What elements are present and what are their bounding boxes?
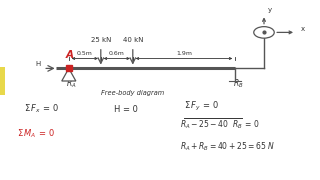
Text: H = 0: H = 0 — [114, 105, 138, 114]
Text: 25 kN: 25 kN — [91, 37, 111, 43]
Text: A: A — [66, 50, 74, 60]
Polygon shape — [62, 68, 76, 81]
Text: 0.5m: 0.5m — [77, 51, 93, 56]
Text: Free-body diagram: Free-body diagram — [101, 89, 164, 96]
Text: $R_A$: $R_A$ — [66, 77, 77, 90]
FancyBboxPatch shape — [0, 67, 5, 95]
Text: $\Sigma\,F_x\,=\,0$: $\Sigma\,F_x\,=\,0$ — [24, 103, 59, 115]
Text: 40 kN: 40 kN — [123, 37, 143, 43]
Text: y: y — [268, 7, 272, 13]
Text: 0.6m: 0.6m — [109, 51, 125, 56]
Text: $\Sigma\,M_A\,=\,0$: $\Sigma\,M_A\,=\,0$ — [17, 128, 54, 140]
Text: 1.9m: 1.9m — [176, 51, 192, 56]
Text: $R_B$: $R_B$ — [233, 77, 244, 90]
Text: $R_A - 25 - 40\ \ R_B\,=\,0$: $R_A - 25 - 40\ \ R_B\,=\,0$ — [180, 119, 260, 131]
Circle shape — [254, 27, 274, 38]
Text: H: H — [36, 61, 41, 67]
Text: x: x — [301, 26, 305, 32]
Text: $\Sigma\,F_y\,=\,0$: $\Sigma\,F_y\,=\,0$ — [184, 99, 219, 112]
Text: $R_A + R_B = 40+25 = 65\ N$: $R_A + R_B = 40+25 = 65\ N$ — [180, 140, 275, 153]
